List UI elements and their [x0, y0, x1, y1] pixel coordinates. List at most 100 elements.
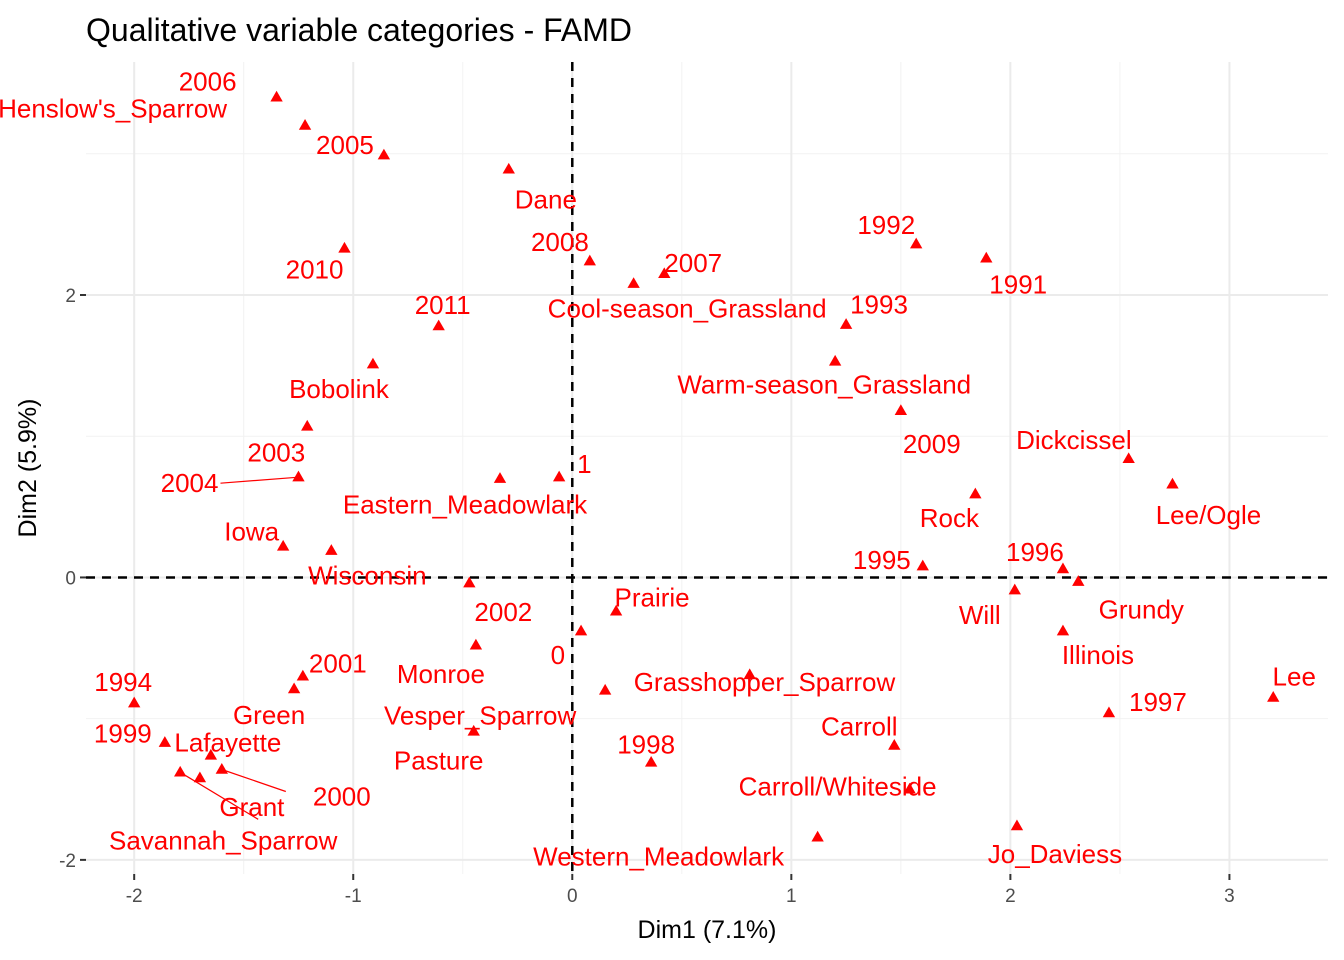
- x-tick-label: 3: [1224, 886, 1235, 907]
- point-marker: [828, 354, 842, 366]
- point-label: 1997: [1129, 687, 1187, 717]
- point-marker: [1166, 477, 1179, 489]
- point-marker: [338, 241, 351, 253]
- point-label: Eastern_Meadowlark: [343, 490, 588, 520]
- point-marker: [174, 765, 187, 777]
- point-label: Green: [233, 700, 305, 730]
- point-label: Bobolink: [289, 374, 390, 404]
- label-leader-lines: [179, 476, 299, 820]
- point-label: Grundy: [1099, 595, 1184, 625]
- point-marker: [916, 559, 929, 571]
- point-label: Lafayette: [174, 727, 281, 757]
- point-marker: [1008, 583, 1021, 595]
- point-label: 1995: [853, 545, 911, 575]
- point-label: 2000: [313, 781, 371, 811]
- point-label: Lee: [1273, 661, 1316, 691]
- point-label: Pasture: [394, 745, 484, 775]
- point-marker: [296, 669, 310, 681]
- point-marker: [903, 782, 916, 794]
- x-tick-label: 2: [1005, 886, 1016, 907]
- y-tick-label: -2: [59, 851, 76, 872]
- point-marker: [1267, 690, 1280, 702]
- reference-lines: [86, 62, 1328, 874]
- point-marker: [467, 724, 480, 736]
- point-marker: [658, 267, 671, 279]
- point-label: Illinois: [1062, 640, 1134, 670]
- y-tick-label: 2: [65, 286, 76, 307]
- point-marker: [609, 604, 623, 616]
- axes: -2 -1 0 1 2 3 -2 0 2: [59, 286, 1235, 907]
- point-label: Cool-season_Grassland: [548, 294, 827, 324]
- x-tick-label: 1: [786, 886, 797, 907]
- label-leader-line: [179, 771, 259, 820]
- point-label: Dickcissel: [1016, 425, 1132, 455]
- point-marker: [270, 90, 283, 102]
- point-marker: [811, 830, 824, 842]
- point-marker: [276, 539, 290, 551]
- point-label: 1996: [1006, 537, 1064, 567]
- x-tick-label: 0: [567, 886, 578, 907]
- point-label: Western_Meadowlark: [533, 841, 785, 871]
- point-label: 2005: [316, 130, 374, 160]
- point-label: 2004: [161, 468, 219, 498]
- point-marker: [366, 357, 380, 369]
- y-tick-label: 0: [65, 568, 76, 589]
- point-marker: [1056, 624, 1070, 636]
- y-axis-title: Dim2 (5.9%): [14, 399, 42, 538]
- point-marker: [377, 148, 391, 160]
- point-label: 1992: [857, 210, 915, 240]
- point-marker: [493, 472, 507, 483]
- point-marker: [432, 319, 445, 331]
- point-marker: [839, 318, 853, 329]
- point-label: Carroll/Whiteside: [739, 771, 937, 801]
- point-label: Monroe: [397, 659, 485, 689]
- point-label: Carroll: [821, 711, 898, 741]
- point-marker: [301, 419, 314, 431]
- point-marker: [298, 119, 312, 130]
- point-label: Jo_Daviess: [988, 839, 1122, 869]
- point-label: Wisconsin: [308, 561, 426, 591]
- point-marker: [292, 470, 305, 482]
- point-marker: [1102, 706, 1116, 718]
- point-marker: [1072, 575, 1085, 586]
- point-marker: [193, 771, 207, 783]
- point-marker: [910, 237, 923, 249]
- chart-title: Qualitative variable categories - FAMD: [86, 12, 632, 48]
- point-marker: [215, 762, 228, 774]
- point-label: 1999: [94, 719, 152, 749]
- point-marker: [1010, 819, 1024, 831]
- point-marker: [204, 748, 218, 760]
- point-label: Grant: [219, 792, 285, 822]
- point-label: 1994: [94, 667, 152, 697]
- label-leader-line: [221, 768, 287, 793]
- point-label: Will: [959, 600, 1001, 630]
- x-axis-title: Dim1 (7.1%): [638, 916, 777, 944]
- point-marker: [743, 668, 756, 680]
- plot-panel: [86, 62, 1328, 874]
- point-label: 2010: [286, 254, 344, 284]
- point-label: 2011: [415, 290, 471, 320]
- point-label: Lee/Ogle: [1156, 500, 1262, 530]
- point-label: Grasshopper_Sparrow: [634, 667, 896, 697]
- point-marker: [627, 277, 640, 288]
- point-label: 2009: [903, 429, 961, 459]
- point-marker: [325, 544, 338, 555]
- point-label: Savannah_Sparrow: [109, 825, 338, 855]
- point-label: 2002: [474, 597, 532, 627]
- point-marker: [894, 404, 908, 416]
- point-marker: [888, 738, 901, 750]
- point-label: 0: [551, 640, 565, 670]
- point-marker: [969, 487, 982, 499]
- point-label: Rock: [920, 503, 980, 533]
- point-marker: [980, 251, 993, 263]
- x-tick-label: -1: [345, 886, 362, 907]
- point-label: Vesper_Sparrow: [384, 700, 576, 730]
- point-label: Warm-season_Grassland: [677, 369, 971, 399]
- point-label: 2006: [179, 66, 237, 96]
- point-label: 1993: [850, 290, 908, 320]
- point-marker: [574, 624, 588, 636]
- point-label: 2007: [664, 248, 722, 278]
- point-marker: [1122, 452, 1135, 464]
- point-labels: 20062005Henslow's_SparrowDane20102008200…: [0, 66, 1316, 871]
